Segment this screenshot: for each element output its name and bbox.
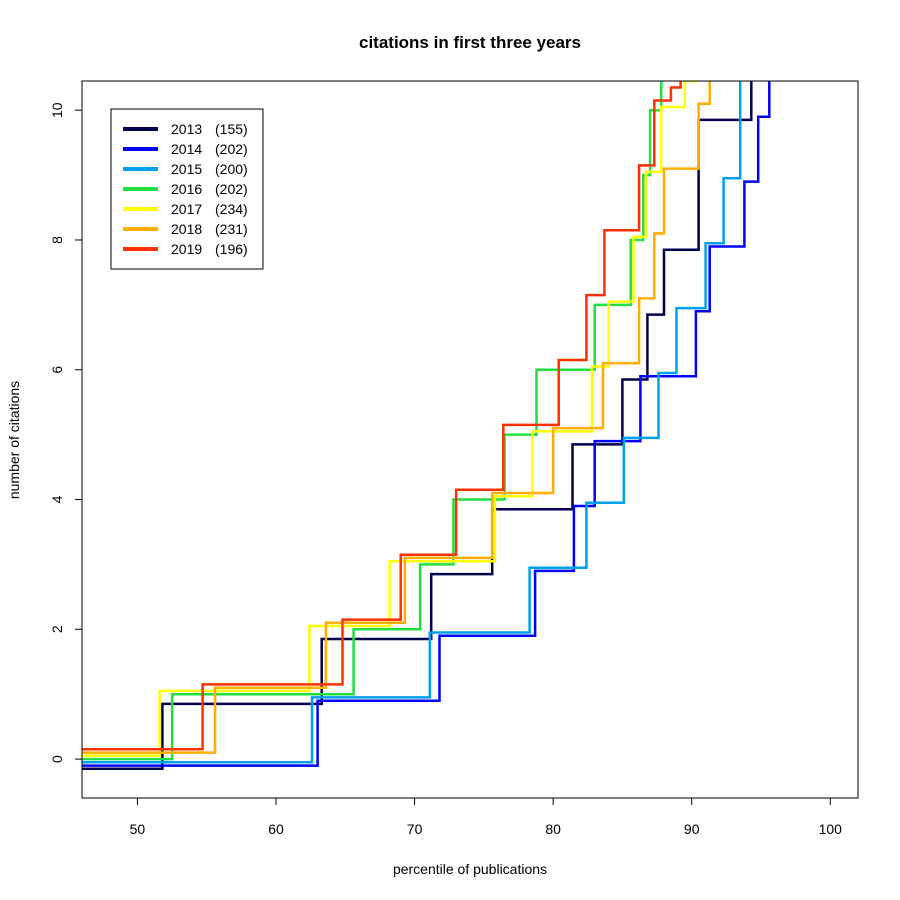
legend-count-2017: (234) (215, 201, 248, 217)
x-tick-label: 60 (268, 821, 284, 837)
legend-label-2015: 2015 (171, 161, 202, 177)
legend-label-2018: 2018 (171, 221, 202, 237)
series-line-2018 (82, 81, 711, 754)
y-axis-title: number of citations (6, 381, 22, 499)
legend-label-2017: 2017 (171, 201, 202, 217)
series-line-2015 (82, 81, 742, 764)
y-tick-label: 0 (49, 755, 65, 763)
plot-frame (81, 80, 859, 799)
y-tick-label: 10 (49, 102, 65, 118)
x-tick-label: 80 (545, 821, 561, 837)
chart-title: citations in first three years (359, 33, 581, 52)
legend-label-2013: 2013 (171, 121, 202, 137)
series-line-2013 (82, 81, 753, 771)
legend-count-2018: (231) (215, 221, 248, 237)
legend-label-2016: 2016 (171, 181, 202, 197)
legend-count-2019: (196) (215, 241, 248, 257)
x-tick-label: 90 (684, 821, 700, 837)
x-tick-label: 100 (819, 821, 843, 837)
y-tick-label: 4 (49, 495, 65, 503)
y-tick-label: 6 (49, 366, 65, 374)
y-tick-label: 8 (49, 236, 65, 244)
x-axis-title: percentile of publications (393, 861, 547, 877)
series-line-2019 (82, 81, 682, 751)
x-tick-label: 50 (130, 821, 146, 837)
y-axis: 0 2 4 6 8 10 (49, 102, 82, 763)
x-axis: 50 60 70 80 90 100 (130, 798, 843, 837)
legend-count-2015: (200) (215, 161, 248, 177)
x-tick-label: 70 (407, 821, 423, 837)
legend-count-2016: (202) (215, 181, 248, 197)
legend-label-2014: 2014 (171, 141, 202, 157)
legend-label-2019: 2019 (171, 241, 202, 257)
legend-count-2013: (155) (215, 121, 248, 137)
series-layer (82, 81, 771, 771)
legend-count-2014: (202) (215, 141, 248, 157)
legend: 2013 (155) 2014 (202) 2015 (200) 2016 (202) 2017… (110, 108, 264, 270)
series-line-2014 (82, 81, 771, 767)
series-line-2017 (82, 81, 698, 758)
y-tick-label: 2 (49, 625, 65, 633)
